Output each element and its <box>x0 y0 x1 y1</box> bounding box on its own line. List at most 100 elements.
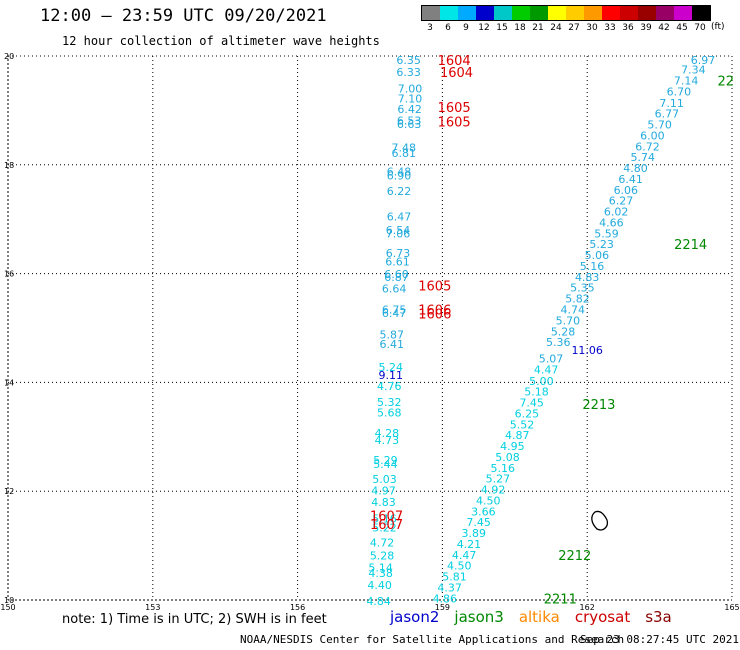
swh-value-label: 4.74 <box>560 304 585 317</box>
pass-time-label: 1605 <box>438 115 471 130</box>
swh-value-label: 6.54 <box>386 224 411 237</box>
swh-value-label: 5.59 <box>594 227 619 240</box>
legend-item: jason2 <box>390 608 440 626</box>
pass-time-label: 1607 <box>370 518 403 533</box>
swh-value-label: 6.77 <box>655 108 680 121</box>
scale-label: 12 <box>478 23 490 33</box>
scale-swatch <box>494 6 512 20</box>
swh-value-label: 4.38 <box>368 567 393 580</box>
swh-value-label: 6.90 <box>387 170 412 183</box>
y-tick-label: 16 <box>4 270 14 279</box>
y-tick-label: 18 <box>4 161 14 170</box>
swh-value-label: 4.50 <box>476 494 501 507</box>
swh-value-label: 5.87 <box>379 329 404 342</box>
swh-value-label: 7.06 <box>386 227 411 240</box>
scale-swatch <box>440 6 458 20</box>
swh-value-label: 6.87 <box>384 271 409 284</box>
scale-swatch <box>620 6 638 20</box>
pass-time-label: 2213 <box>582 398 615 413</box>
swh-value-label: 5.16 <box>490 462 515 475</box>
y-tick-label: 12 <box>4 487 14 496</box>
swh-value-label: 6.22 <box>387 185 412 198</box>
swh-value-label: 4.95 <box>500 440 525 453</box>
swh-value-label: 7.45 <box>466 516 491 529</box>
swh-value-label: 7.45 <box>519 397 544 410</box>
swh-value-label: 6.35 <box>396 54 421 67</box>
scale-label: 33 <box>604 23 616 33</box>
swh-value-label: 5.68 <box>377 406 402 419</box>
swh-value-label: 7.14 <box>674 74 699 87</box>
swh-value-label: 6.27 <box>609 195 634 208</box>
swh-value-label: 5.52 <box>510 418 535 431</box>
scale-swatch <box>512 6 530 20</box>
swh-value-label: 6.64 <box>382 282 407 295</box>
pass-time-label: 2211 <box>544 592 577 607</box>
swh-value-label: 3.89 <box>462 527 487 540</box>
swh-value-label: 5.32 <box>377 396 402 409</box>
pass-time-label: 1607 <box>370 510 403 525</box>
swh-value-label: 6.33 <box>396 66 421 79</box>
swh-value-label: 4.83 <box>371 496 396 509</box>
scale-swatch <box>458 6 476 20</box>
x-tick-label: 153 <box>145 603 160 612</box>
swh-value-label: 4.76 <box>377 380 402 393</box>
swh-value-label: 4.21 <box>457 538 482 551</box>
scale-label: 18 <box>514 23 526 33</box>
scale-label: 27 <box>568 23 580 33</box>
scale-label: 39 <box>640 23 652 33</box>
legend-item: cryosat <box>574 608 631 626</box>
swh-value-label: 6.00 <box>640 129 665 142</box>
scale-swatch <box>674 6 692 20</box>
swh-value-label: 5.70 <box>647 119 672 132</box>
swh-value-label: 4.83 <box>575 271 600 284</box>
swh-value-label: 5.74 <box>630 151 655 164</box>
scale-label: 24 <box>550 23 562 33</box>
swh-value-label: 7.48 <box>392 141 417 154</box>
swh-value-label: 5.00 <box>529 375 554 388</box>
y-tick-label: 10 <box>4 596 14 605</box>
swh-value-label: 5.16 <box>372 512 397 525</box>
pass-time-label: 2214 <box>674 238 707 253</box>
swh-value-label: 5.28 <box>551 325 576 338</box>
swh-value-label: 6.48 <box>387 165 412 178</box>
swh-value-label: 4.72 <box>370 536 395 549</box>
scale-label: 45 <box>676 23 688 33</box>
swh-value-label: 6.41 <box>379 338 404 351</box>
swh-value-label: 4.37 <box>437 581 462 594</box>
swh-value-label: 5.82 <box>565 293 590 306</box>
swh-value-label: 4.66 <box>599 216 624 229</box>
swh-value-label: 6.42 <box>397 103 422 116</box>
swh-value-label: 5.44 <box>373 458 398 471</box>
swh-value-label: 6.47 <box>382 307 407 320</box>
scale-label: 21 <box>532 23 544 33</box>
data-labels: 6.356.33 7.007.106.426.536.63 7.486.81 6.48… <box>366 54 734 608</box>
swh-value-label: 6.73 <box>386 247 411 260</box>
timestamp-text: Sep 23 08:27:45 UTC 2021 <box>580 633 739 646</box>
swh-value-label: 6.70 <box>667 85 692 98</box>
swh-value-label: 3.66 <box>471 505 496 518</box>
scale-swatch <box>602 6 620 20</box>
swh-value-label: 6.53 <box>397 115 422 128</box>
scale-label: 36 <box>622 23 634 33</box>
x-tick-label: 150 <box>0 603 15 612</box>
pass-time-label: 1606 <box>418 307 451 322</box>
swh-value-label: 9.11 <box>379 369 404 382</box>
x-tick-label: 162 <box>580 603 595 612</box>
swh-value-label: 5.18 <box>524 386 549 399</box>
swh-value-label: 5.16 <box>580 260 605 273</box>
y-tick-label: 14 <box>4 378 14 387</box>
swh-value-label: 4.86 <box>433 592 458 605</box>
legend-item: altika <box>518 608 560 626</box>
scale-swatch <box>548 6 566 20</box>
pass-time-label: 1606 <box>418 304 451 319</box>
swh-value-label: 4.80 <box>623 162 648 175</box>
swh-value-label: 5.24 <box>379 361 404 374</box>
scale-swatch <box>638 6 656 20</box>
swh-value-label: 6.97 <box>691 54 716 67</box>
scale-label: 30 <box>586 23 598 33</box>
swh-value-label: 4.84 <box>366 595 391 608</box>
swh-value-label: 5.81 <box>442 571 467 584</box>
legend-item: s3a <box>645 608 672 626</box>
swh-value-label: 5.36 <box>546 336 571 349</box>
